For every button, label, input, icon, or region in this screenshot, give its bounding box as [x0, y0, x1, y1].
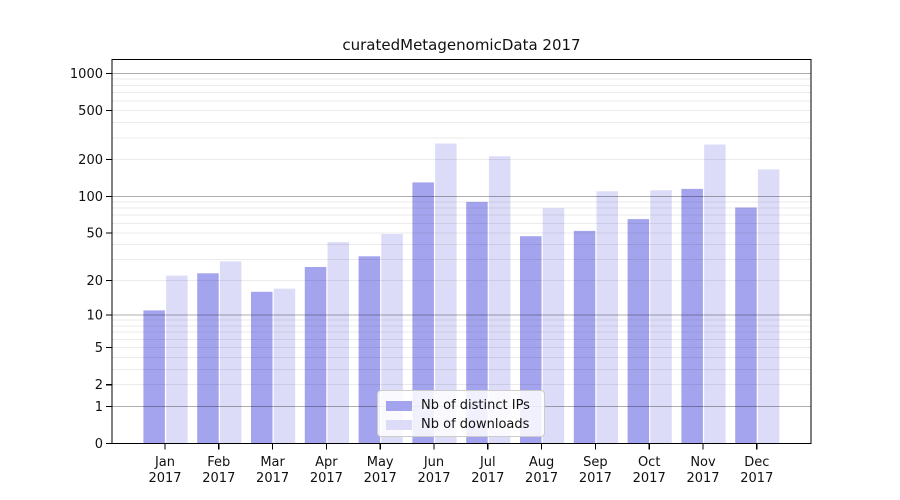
bar-downloads-jan: [166, 275, 188, 444]
x-tick-label-year: 2017: [310, 471, 343, 486]
plot-frame: [111, 58, 812, 445]
legend-label-distinct-ips: Nb of distinct IPs: [421, 398, 530, 413]
x-tick-label-month: Oct: [638, 455, 660, 470]
legend-label-downloads: Nb of downloads: [421, 417, 530, 432]
y-tick-label: 500: [78, 104, 103, 119]
bar-downloads-jul: [488, 156, 511, 444]
bar-distinct-ips-may: [358, 256, 381, 444]
x-tick-label-year: 2017: [148, 471, 181, 486]
x-tick-label-year: 2017: [579, 471, 612, 486]
bar-distinct-ips-oct: [627, 219, 650, 444]
bar-downloads-mar: [273, 288, 296, 444]
x-tick-label-year: 2017: [256, 471, 289, 486]
x-tick-label-year: 2017: [202, 471, 235, 486]
x-tick-label-year: 2017: [740, 471, 773, 486]
bar-distinct-ips-mar: [251, 291, 273, 444]
x-tick-label-month: Jun: [423, 455, 444, 470]
x-tick-label-month: Feb: [207, 455, 230, 470]
chart-legend: Nb of distinct IPs Nb of downloads: [377, 390, 545, 437]
x-tick-label-month: Dec: [744, 455, 769, 470]
bar-distinct-ips-jan: [143, 310, 165, 444]
chart-title: curatedMetagenomicData 2017: [342, 36, 581, 54]
y-tick-label: 0: [95, 437, 103, 452]
bar-distinct-ips-apr: [304, 267, 327, 444]
x-tick-label-year: 2017: [471, 471, 504, 486]
y-tick-label: 2: [95, 378, 103, 393]
y-tick-label: 10: [86, 309, 103, 324]
bar-distinct-ips-dec: [735, 207, 757, 444]
legend-item-distinct-ips: Nb of distinct IPs: [386, 396, 544, 415]
bar-downloads-jun: [435, 143, 457, 444]
y-tick-label: 5: [95, 341, 103, 356]
bar-distinct-ips-jun: [412, 182, 434, 444]
legend-swatch-downloads: [386, 419, 412, 430]
y-tick-label: 20: [86, 274, 103, 289]
legend-swatch-distinct-ips: [386, 400, 412, 411]
bar-downloads-apr: [327, 242, 349, 444]
bar-distinct-ips-nov: [681, 188, 703, 444]
y-tick-label: 1000: [70, 67, 103, 82]
bar-distinct-ips-sep: [573, 230, 596, 444]
x-tick-label-month: Mar: [260, 455, 285, 470]
bar-downloads-oct: [650, 190, 672, 444]
bar-downloads-aug: [542, 208, 565, 444]
bar-downloads-sep: [596, 191, 618, 444]
x-tick-label-year: 2017: [525, 471, 558, 486]
x-tick-label-year: 2017: [686, 471, 719, 486]
x-tick-label-month: Jan: [154, 455, 175, 470]
bar-distinct-ips-feb: [197, 273, 219, 444]
legend-item-downloads: Nb of downloads: [386, 415, 544, 434]
x-tick-label-month: Nov: [690, 455, 716, 470]
y-tick-label: 100: [78, 190, 103, 205]
x-tick-label-month: Apr: [315, 455, 338, 470]
x-tick-label-year: 2017: [417, 471, 450, 486]
x-tick-label-month: Jul: [479, 455, 496, 470]
x-tick-label-year: 2017: [633, 471, 666, 486]
x-tick-label-month: Aug: [529, 455, 554, 470]
x-tick-label-year: 2017: [364, 471, 397, 486]
x-tick-label-month: Sep: [583, 455, 608, 470]
x-tick-label-month: May: [367, 455, 394, 470]
bar-distinct-ips-jul: [466, 201, 488, 444]
y-tick-label: 200: [78, 153, 103, 168]
y-tick-label: 50: [86, 226, 103, 241]
bar-downloads-nov: [704, 144, 726, 444]
bar-downloads-feb: [219, 261, 242, 444]
bar-downloads-dec: [757, 169, 780, 444]
y-tick-label: 1: [95, 400, 103, 415]
